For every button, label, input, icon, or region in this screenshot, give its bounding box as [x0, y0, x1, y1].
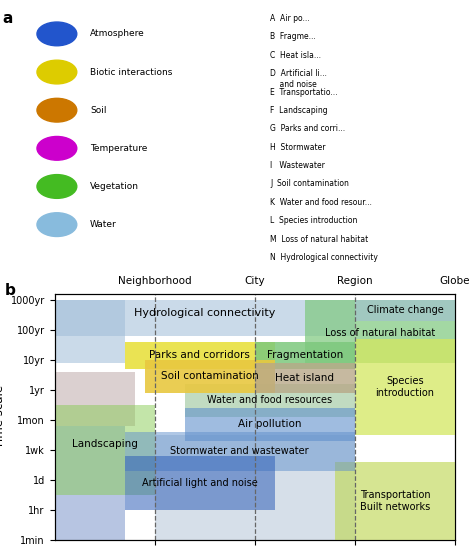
- Text: Vegetation: Vegetation: [90, 182, 139, 191]
- Bar: [355, 300, 455, 321]
- Text: B  Fragme...: B Fragme...: [270, 33, 316, 42]
- Text: A  Air po...: A Air po...: [270, 14, 310, 23]
- Text: G  Parks and corri...: G Parks and corri...: [270, 124, 345, 134]
- Bar: [55, 405, 155, 495]
- Text: N  Hydrological connectivity: N Hydrological connectivity: [270, 253, 378, 262]
- Text: Climate change: Climate change: [366, 305, 443, 315]
- Bar: [125, 342, 275, 369]
- Text: D  Artificial li...
    and noise: D Artificial li... and noise: [270, 69, 327, 89]
- Text: Heat island: Heat island: [275, 373, 334, 383]
- Bar: [355, 338, 455, 435]
- Circle shape: [37, 98, 77, 122]
- Bar: [255, 363, 355, 393]
- Text: Water: Water: [90, 220, 117, 229]
- Text: Fragmentation: Fragmentation: [267, 350, 343, 360]
- Bar: [55, 426, 125, 540]
- Text: C  Heat isla...: C Heat isla...: [270, 51, 321, 60]
- Text: J  Soil contamination: J Soil contamination: [270, 179, 349, 188]
- Bar: [185, 408, 355, 441]
- Text: Species
introduction: Species introduction: [375, 376, 435, 398]
- Bar: [335, 462, 455, 540]
- Circle shape: [37, 60, 77, 84]
- Text: Temperature: Temperature: [90, 144, 147, 153]
- Text: E  Transportatio...: E Transportatio...: [270, 88, 337, 96]
- Text: Artificial light and noise: Artificial light and noise: [142, 478, 257, 488]
- Text: Parks and corridors: Parks and corridors: [149, 350, 250, 360]
- Bar: [125, 456, 275, 510]
- Text: H  Stormwater: H Stormwater: [270, 143, 326, 152]
- Text: Hydrological connectivity: Hydrological connectivity: [134, 308, 275, 318]
- Text: Air pollution: Air pollution: [238, 419, 301, 429]
- Text: b: b: [5, 283, 16, 297]
- Bar: [255, 342, 355, 369]
- Bar: [55, 300, 125, 363]
- Bar: [305, 300, 455, 363]
- Text: Transportation
Built networks: Transportation Built networks: [360, 490, 430, 512]
- Bar: [185, 384, 355, 417]
- Text: a: a: [2, 11, 13, 26]
- Text: L  Species introduction: L Species introduction: [270, 216, 357, 225]
- Text: Stormwater and wastewater: Stormwater and wastewater: [171, 447, 309, 456]
- Circle shape: [37, 213, 77, 237]
- Text: Biotic interactions: Biotic interactions: [90, 68, 173, 76]
- Text: Water and food resources: Water and food resources: [207, 396, 332, 406]
- Text: F  Landscaping: F Landscaping: [270, 106, 328, 115]
- Text: Atmosphere: Atmosphere: [90, 29, 145, 38]
- Text: K  Water and food resour...: K Water and food resour...: [270, 198, 372, 207]
- Bar: [55, 300, 355, 336]
- Y-axis label: Time scale: Time scale: [0, 386, 6, 448]
- Text: Loss of natural habitat: Loss of natural habitat: [325, 328, 435, 338]
- Text: Soil: Soil: [90, 106, 107, 115]
- Bar: [55, 372, 135, 426]
- Text: Landscaping: Landscaping: [72, 439, 137, 449]
- Bar: [145, 360, 275, 393]
- Bar: [155, 435, 355, 540]
- Bar: [55, 300, 355, 336]
- Bar: [125, 432, 355, 471]
- Text: I   Wastewater: I Wastewater: [270, 161, 325, 170]
- Text: M  Loss of natural habitat: M Loss of natural habitat: [270, 234, 368, 244]
- Circle shape: [37, 175, 77, 198]
- Text: Soil contamination: Soil contamination: [161, 371, 259, 381]
- Circle shape: [37, 22, 77, 46]
- Circle shape: [37, 136, 77, 160]
